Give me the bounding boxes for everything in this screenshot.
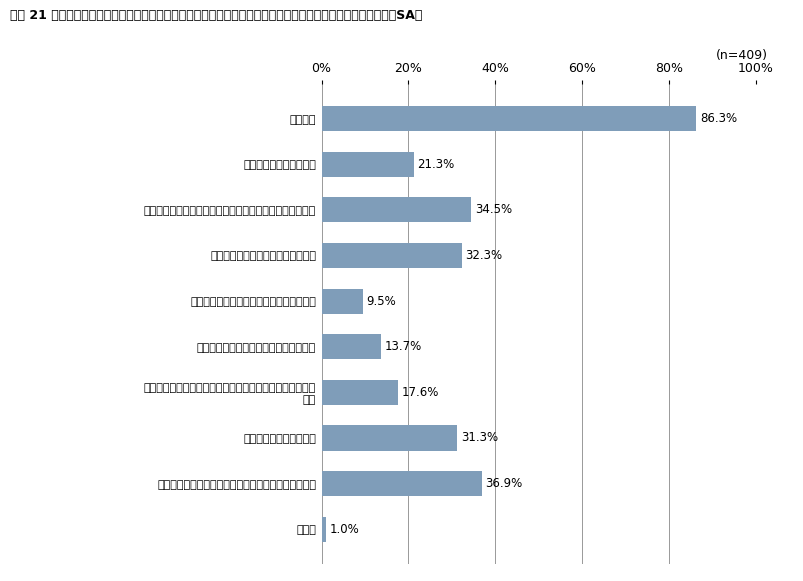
Bar [321, 380, 397, 405]
Bar [321, 198, 471, 223]
Bar [321, 106, 695, 131]
Text: 32.3%: 32.3% [465, 249, 502, 262]
Bar [321, 289, 362, 314]
Bar [321, 152, 414, 177]
Bar [321, 517, 325, 541]
Text: 13.7%: 13.7% [384, 340, 422, 353]
Text: 9.5%: 9.5% [366, 295, 396, 307]
Text: (n=409): (n=409) [715, 49, 767, 62]
Text: 34.5%: 34.5% [475, 203, 512, 216]
Text: 17.6%: 17.6% [401, 386, 438, 399]
Bar [321, 425, 457, 450]
Text: 図表 21 販売先（発注元企業）との契約締結時の情報セキュリティに関する条項・取引上の義務・要請の内容（SA）: 図表 21 販売先（発注元企業）との契約締結時の情報セキュリティに関する条項・取… [10, 9, 422, 21]
Text: 36.9%: 36.9% [485, 477, 522, 490]
Text: 86.3%: 86.3% [699, 112, 736, 125]
Bar [321, 243, 461, 268]
Text: 31.3%: 31.3% [460, 432, 498, 444]
Bar [321, 334, 381, 359]
Text: 21.3%: 21.3% [417, 157, 454, 171]
Text: 1.0%: 1.0% [329, 523, 359, 536]
Bar [321, 471, 481, 496]
